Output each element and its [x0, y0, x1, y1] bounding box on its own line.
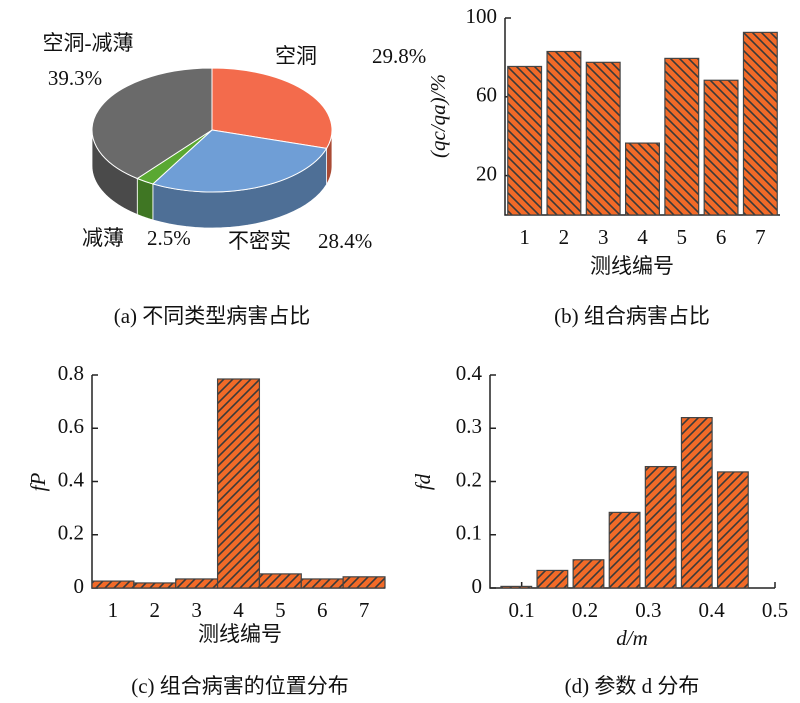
- x-tick-label: 1: [108, 598, 119, 622]
- caption: (b) 组合病害占比: [554, 304, 710, 328]
- slice-label: 空洞-减薄: [43, 31, 134, 55]
- slice: [91, 67, 213, 180]
- bar: [500, 585, 533, 589]
- bar: [625, 142, 660, 216]
- y-tick-label: 0.1: [456, 521, 482, 545]
- x-axis-label: 测线编号: [198, 622, 282, 646]
- y-axis-label: fd: [411, 473, 435, 490]
- bar: [216, 378, 261, 589]
- bar: [300, 578, 344, 589]
- slice-side: [136, 177, 154, 221]
- y-axis-label: fP: [26, 473, 50, 492]
- x-tick-label: 6: [716, 225, 727, 249]
- bar: [133, 582, 177, 589]
- x-tick-label: 4: [233, 598, 244, 622]
- bar: [258, 573, 302, 589]
- slice: [151, 129, 328, 193]
- x-tick-label: 2: [150, 598, 161, 622]
- x-tick-label: 0.1: [509, 598, 535, 622]
- x-tick-label: 0.2: [572, 598, 598, 622]
- x-tick-label: 7: [755, 225, 766, 249]
- bar: [546, 50, 582, 216]
- y-tick-label: 20: [476, 161, 497, 185]
- x-tick-label: 6: [317, 598, 328, 622]
- x-tick-label: 5: [677, 225, 688, 249]
- value-label: 28.4%: [318, 229, 372, 253]
- bar: [703, 79, 739, 216]
- slice-label: 空洞: [275, 44, 317, 68]
- y-tick-label: 0.4: [456, 361, 483, 385]
- caption: (d) 参数 d 分布: [565, 674, 700, 698]
- x-tick-label: 0.5: [762, 598, 788, 622]
- bar: [644, 465, 677, 589]
- value-label: 39.3%: [48, 66, 102, 90]
- bar: [572, 559, 605, 589]
- x-tick-label: 3: [191, 598, 202, 622]
- bar: [664, 57, 700, 216]
- bar: [716, 471, 749, 589]
- bar: [175, 578, 219, 589]
- y-tick-label: 0.2: [58, 521, 84, 545]
- caption: (c) 组合病害的位置分布: [131, 674, 349, 698]
- y-tick-label: 0.8: [58, 361, 84, 385]
- y-tick-label: 0.3: [456, 414, 482, 438]
- value-label: 2.5%: [147, 226, 191, 250]
- slice-label: 不密实: [228, 229, 291, 253]
- slice: [211, 67, 333, 149]
- x-tick-label: 5: [275, 598, 286, 622]
- bar: [342, 576, 386, 589]
- x-tick-label: 0.3: [635, 598, 661, 622]
- bar: [536, 569, 569, 589]
- y-axis-label: (qc/qa)/%: [426, 74, 450, 158]
- bar: [507, 65, 543, 216]
- y-tick-label: 0.6: [58, 414, 84, 438]
- bar: [91, 580, 135, 589]
- caption: (a) 不同类型病害占比: [114, 304, 311, 328]
- x-axis-label: 测线编号: [590, 254, 674, 278]
- y-tick-label: 60: [476, 83, 497, 107]
- y-tick-label: 0: [472, 574, 483, 598]
- y-tick-label: 0.4: [58, 467, 85, 491]
- x-tick-label: 3: [598, 225, 609, 249]
- bar: [680, 417, 713, 589]
- bar: [608, 511, 641, 589]
- x-tick-label: 7: [359, 598, 370, 622]
- x-axis-label: d/m: [616, 626, 648, 650]
- x-tick-label: 4: [637, 225, 648, 249]
- value-label: 29.8%: [372, 44, 426, 68]
- y-tick-label: 0: [74, 574, 85, 598]
- bar: [742, 31, 778, 216]
- y-tick-label: 100: [466, 4, 498, 28]
- x-tick-label: 1: [519, 225, 530, 249]
- y-tick-label: 0.2: [456, 467, 482, 491]
- x-tick-label: 0.4: [699, 598, 726, 622]
- x-tick-label: 2: [559, 225, 570, 249]
- bar: [585, 61, 621, 216]
- slice-label: 减薄: [82, 226, 124, 250]
